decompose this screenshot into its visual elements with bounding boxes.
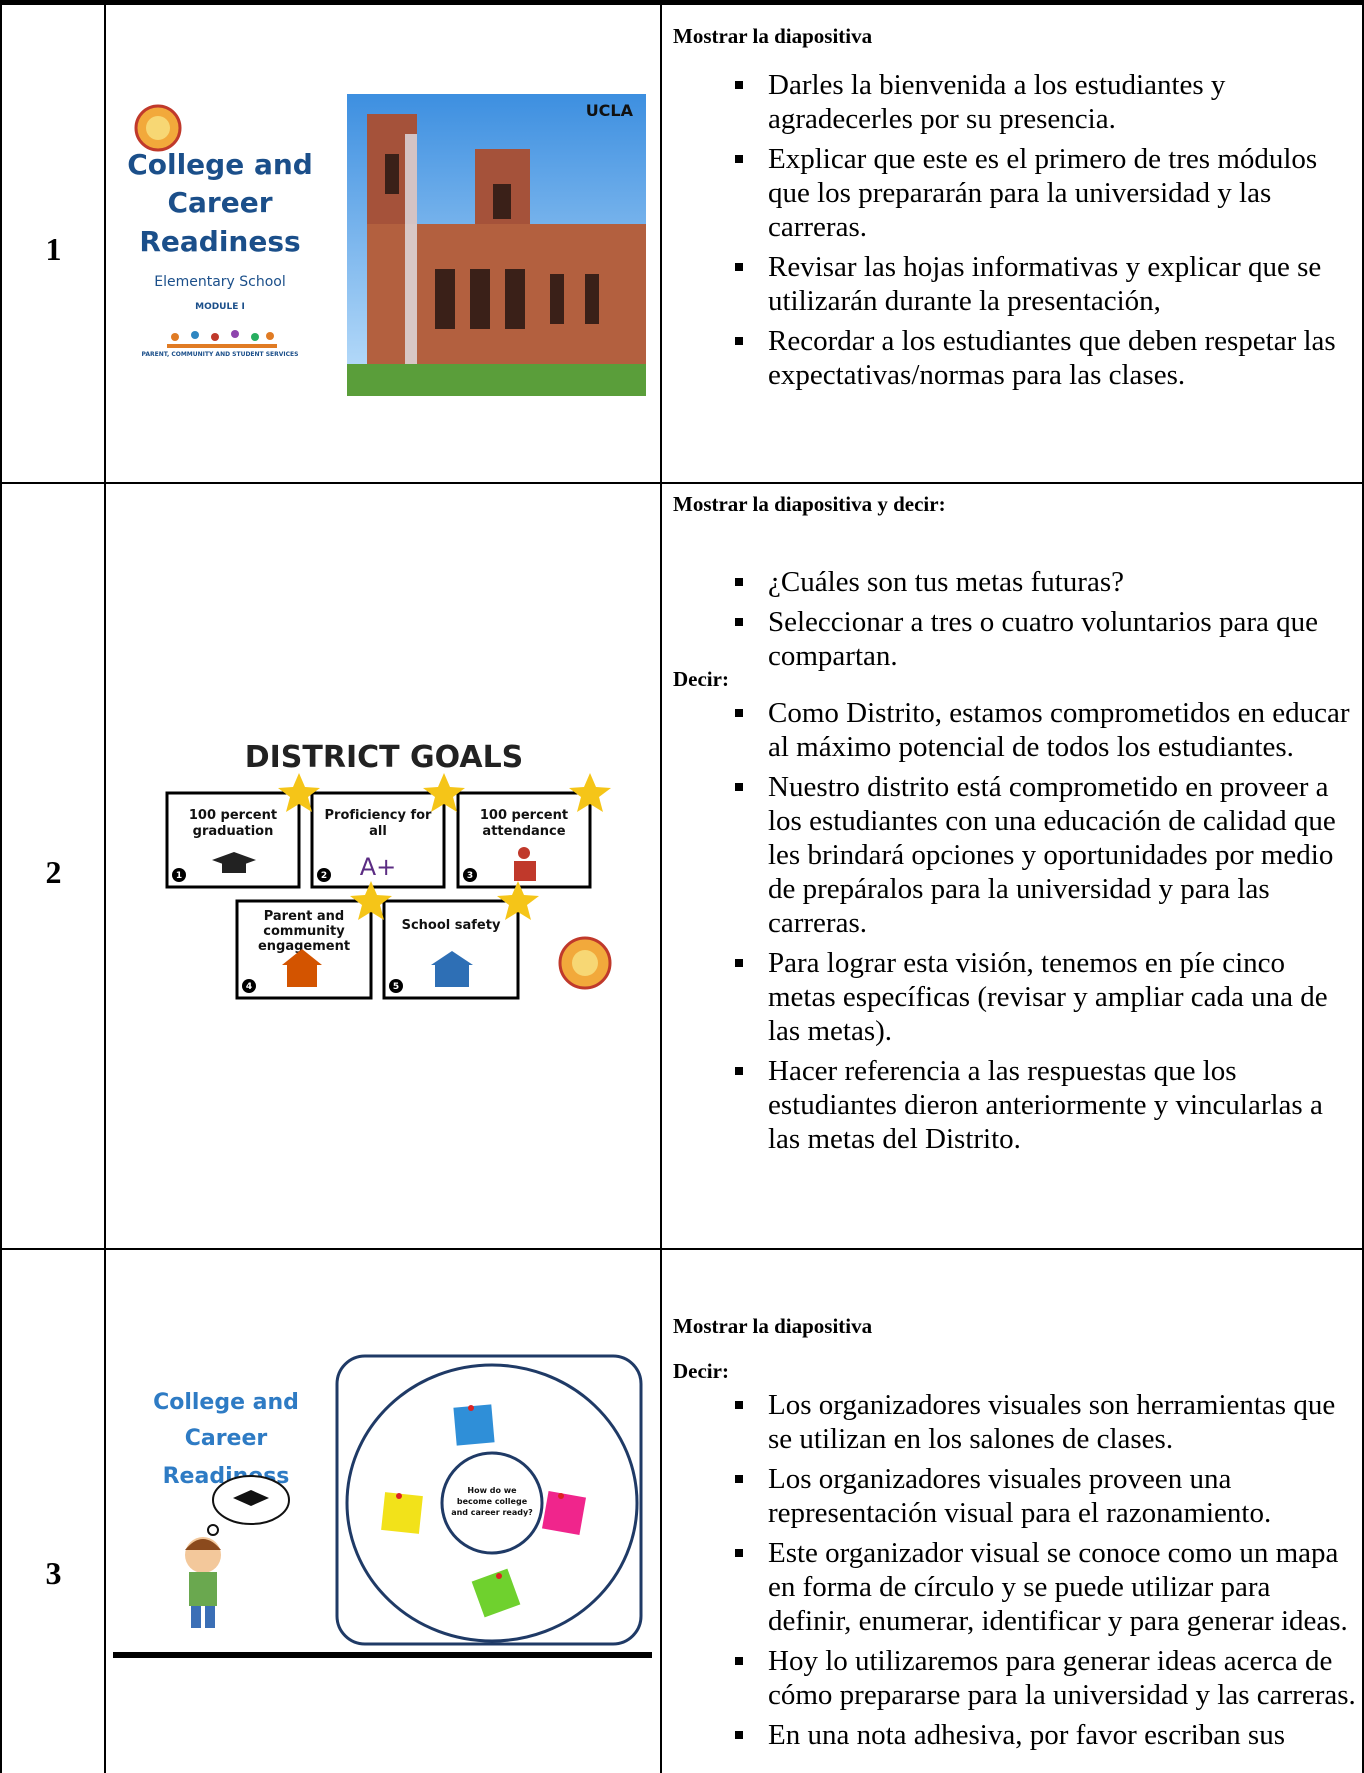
table-top-border <box>0 0 1364 5</box>
goal-label: all <box>369 824 387 839</box>
slide-title: DISTRICT GOALS <box>245 740 524 775</box>
slide-title-line: Career <box>185 1426 268 1451</box>
goal-number: 4 <box>246 982 252 992</box>
table-left-border <box>0 0 2 1773</box>
slide-image: DISTRICT GOALS 100 percent graduation Pr… <box>165 740 612 1000</box>
goal-label: engagement <box>258 939 350 954</box>
instructions: Mostrar la diapositiva y decir: ¿Cuáles … <box>663 493 1359 1156</box>
bullet: Nuestro distrito está comprometido en pr… <box>735 770 1359 940</box>
slide-title-line: Career <box>167 186 272 219</box>
bullet: Este organizador visual se conoce como u… <box>735 1536 1359 1638</box>
bullet: Como Distrito, estamos comprometidos en … <box>735 696 1359 764</box>
bullet-list: Los organizadores visuales son herramien… <box>663 1388 1359 1752</box>
slide-module: MODULE I <box>195 302 245 312</box>
goal-number: 2 <box>321 871 327 881</box>
bullet: Para lograr esta visión, tenemos en píe … <box>735 946 1359 1048</box>
section-heading: Decir: <box>673 667 729 691</box>
bullet: Explicar que este es el primero de tres … <box>735 142 1359 244</box>
slide-image: College and Career Readiness Elementary … <box>127 94 646 396</box>
slide-subtitle: Elementary School <box>154 274 286 290</box>
goal-label: attendance <box>482 824 565 839</box>
instructions: Mostrar la diapositiva Decir: Los organi… <box>663 1315 1359 1752</box>
row-border <box>0 482 1364 484</box>
section-heading: Mostrar la diapositiva <box>673 1314 873 1338</box>
section-heading: Mostrar la diapositiva y decir: <box>673 492 946 516</box>
center-text: and career ready? <box>451 1508 533 1517</box>
row-number: 3 <box>45 1555 62 1591</box>
bullet: Hacer referencia a las respuestas que lo… <box>735 1054 1359 1156</box>
goal-label: Proficiency for <box>325 808 433 823</box>
slide-title-line: College and <box>127 148 313 181</box>
bullet-list: Como Distrito, estamos comprometidos en … <box>663 696 1359 1156</box>
center-text: become college <box>457 1497 528 1506</box>
bullet: Recordar a los estudiantes que deben res… <box>735 324 1359 392</box>
slide-image: College and Career Readiness How do we b… <box>113 1354 652 1658</box>
goal-label: 100 percent <box>189 808 277 823</box>
slide-title-line: College and <box>153 1390 299 1415</box>
row-border <box>0 1248 1364 1250</box>
column-border <box>104 0 106 1773</box>
goal-number: 3 <box>467 871 473 881</box>
slide-title-line: Readiness <box>139 225 300 258</box>
bullet: Hoy lo utilizaremos para generar ideas a… <box>735 1644 1359 1712</box>
instructions: Mostrar la diapositiva Darles la bienven… <box>663 25 1359 392</box>
goal-label: School safety <box>402 918 501 933</box>
bullet: Darles la bienvenida a los estudiantes y… <box>735 68 1359 136</box>
goal-icon-text: A+ <box>360 853 397 881</box>
row-number: 2 <box>45 854 62 890</box>
bullet-list: Darles la bienvenida a los estudiantes y… <box>663 68 1359 392</box>
bullet-list: ¿Cuáles son tus metas futuras? Seleccion… <box>663 565 1359 673</box>
bullet: En una nota adhesiva, por favor escriban… <box>735 1718 1359 1752</box>
center-text: How do we <box>467 1486 517 1495</box>
goal-label: 100 percent <box>480 808 568 823</box>
goal-label: Parent and <box>264 909 345 924</box>
goal-number: 5 <box>393 982 399 992</box>
table-right-border <box>1362 0 1364 1773</box>
section-heading: Mostrar la diapositiva <box>673 24 873 48</box>
bullet: Revisar las hojas informativas y explica… <box>735 250 1359 318</box>
goal-label: community <box>263 924 345 939</box>
bullet: Los organizadores visuales son herramien… <box>735 1388 1359 1456</box>
goal-number: 1 <box>176 871 182 881</box>
photo-caption: UCLA <box>586 101 634 120</box>
bullet: Los organizadores visuales proveen una r… <box>735 1462 1359 1530</box>
goal-label: graduation <box>193 824 274 839</box>
bullet: Seleccionar a tres o cuatro voluntarios … <box>735 605 1359 673</box>
column-border <box>660 0 662 1773</box>
bullet: ¿Cuáles son tus metas futuras? <box>735 565 1359 599</box>
row-number: 1 <box>45 231 62 267</box>
slide-footer: PARENT, COMMUNITY AND STUDENT SERVICES <box>142 351 299 358</box>
section-heading: Decir: <box>673 1359 729 1383</box>
